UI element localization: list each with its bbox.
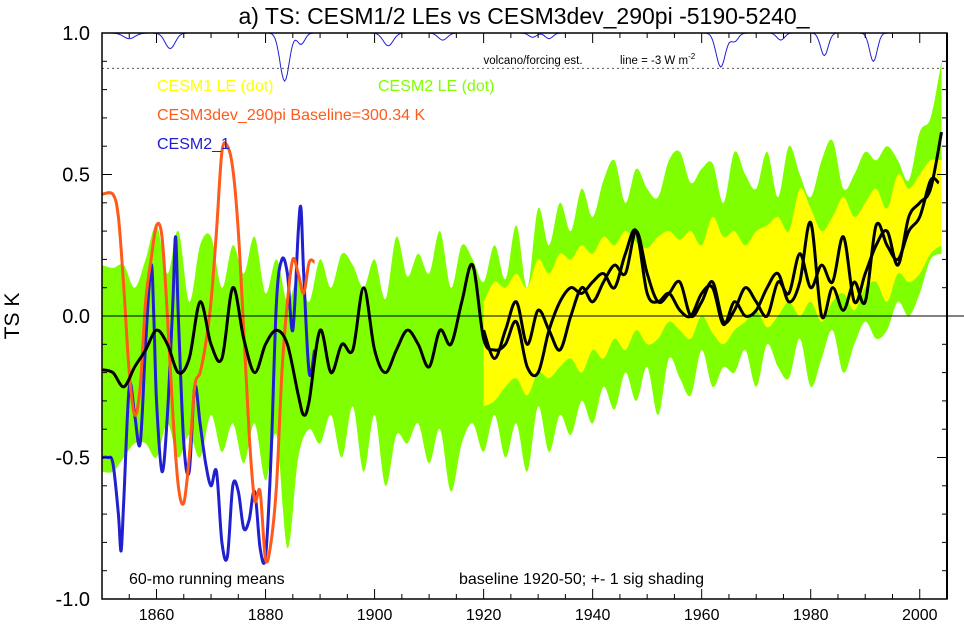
legend-cesm2-le: CESM2 LE (dot) [378,78,494,95]
line-obs-a [102,176,940,417]
x-tick-label: 1860 [139,607,175,624]
line-cesm2-1 [102,204,317,565]
legend-cesm1-le: CESM1 LE (dot) [157,78,273,95]
y-tick-label: -0.5 [56,448,90,470]
annotation-forcing-line: line = -3 W m-2 [620,52,696,67]
annotation-volcano: volcano/forcing est. [483,55,582,67]
y-tick-label: -1.0 [56,589,90,611]
x-tick-label: 2000 [902,607,938,624]
x-tick-label: 1960 [684,607,720,624]
x-tick-label: 1920 [466,607,502,624]
x-tick-label: 1940 [575,607,611,624]
y-tick-label: 0.5 [62,165,90,187]
y-tick-label: 1.0 [62,23,90,45]
legend-cesm3dev: CESM3dev_290pi Baseline=300.34 K [157,107,426,124]
annotation-running-means: 60-mo running means [129,571,285,588]
y-tick-label: 0.0 [62,306,90,328]
line-cesm3dev-290pi-baseline-300-34-k [102,141,316,564]
x-tick-label: 1880 [248,607,284,624]
x-tick-label: 1980 [793,607,829,624]
annotation-baseline: baseline 1920-50; +- 1 sig shading [459,571,704,588]
legend-cesm2-1: CESM2_1 [157,136,230,153]
chart-title: a) TS: CESM1/2 LEs vs CESM3dev_290pi -51… [238,3,810,29]
x-tick-label: 1900 [357,607,393,624]
annotation-forcing-sup: -2 [688,52,696,61]
line-obs-b [482,131,943,360]
y-axis-label: TS K [1,293,24,340]
